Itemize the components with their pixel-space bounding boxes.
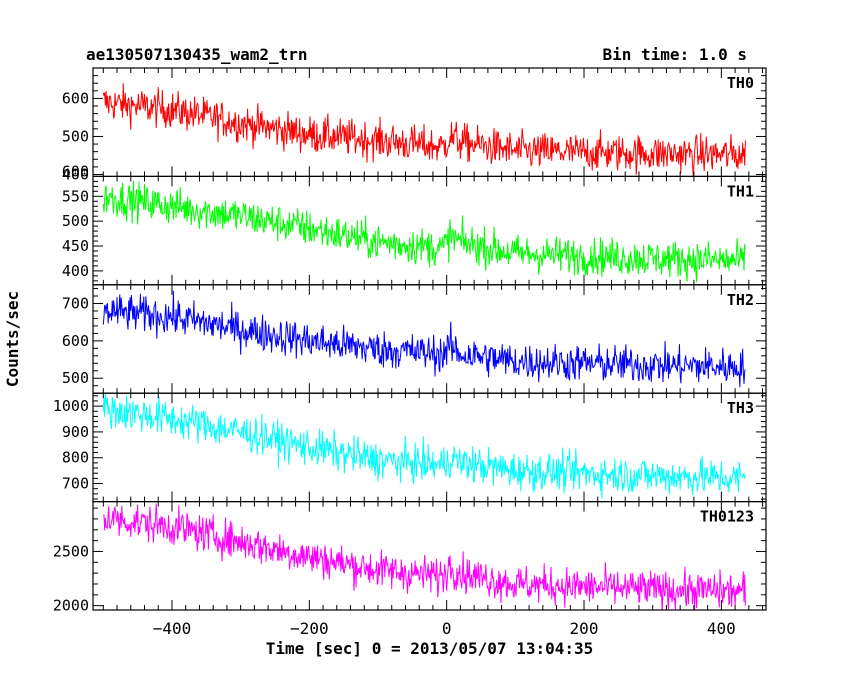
y-tick-label: 400	[62, 262, 89, 280]
panel-frame-th1	[92, 175, 767, 286]
panel-label-th1: TH1	[727, 182, 754, 200]
y-tick-label: 550	[62, 187, 89, 205]
y-tick-label: 400	[62, 165, 89, 183]
x-axis-label: Time [sec] 0 = 2013/05/07 13:04:35	[266, 639, 594, 658]
y-tick-label: 500	[62, 212, 89, 230]
series-line-th3	[102, 393, 746, 499]
y-tick-label: 700	[62, 294, 89, 312]
x-tick-label: −400	[153, 619, 192, 638]
x-tick-label: 200	[570, 619, 599, 638]
y-tick-label: 1000	[53, 397, 89, 415]
y-tick-label: 700	[62, 475, 89, 493]
series-line-th1	[102, 180, 746, 283]
y-tick-label: 500	[62, 369, 89, 387]
y-tick-label: 600	[62, 162, 89, 180]
series-line-th0123	[102, 503, 746, 611]
y-axis-label: Counts/sec	[3, 291, 22, 387]
panel-label-th2: TH2	[727, 291, 754, 309]
y-tick-label: 500	[62, 127, 89, 145]
x-tick-label: 400	[707, 619, 736, 638]
x-tick-label: 0	[442, 619, 452, 638]
y-tick-label: 2000	[53, 597, 89, 615]
panel-label-th0123: TH0123	[700, 508, 754, 526]
y-tick-label: 900	[62, 423, 89, 441]
y-tick-label: 600	[62, 332, 89, 350]
series-line-th0	[102, 83, 746, 176]
panel-frame-th0123	[92, 501, 767, 611]
y-tick-label: 2500	[53, 542, 89, 560]
bin-time-label: Bin time: 1.0 s	[602, 45, 748, 64]
series-line-th2	[102, 290, 746, 388]
panel-label-th3: TH3	[727, 399, 754, 417]
panel-label-th0: TH0	[727, 74, 754, 92]
y-tick-label: 450	[62, 237, 89, 255]
y-tick-label: 600	[62, 89, 89, 107]
x-tick-label: −200	[290, 619, 329, 638]
observation-id-title: ae130507130435_wam2_trn	[86, 45, 308, 64]
y-tick-label: 800	[62, 449, 89, 467]
